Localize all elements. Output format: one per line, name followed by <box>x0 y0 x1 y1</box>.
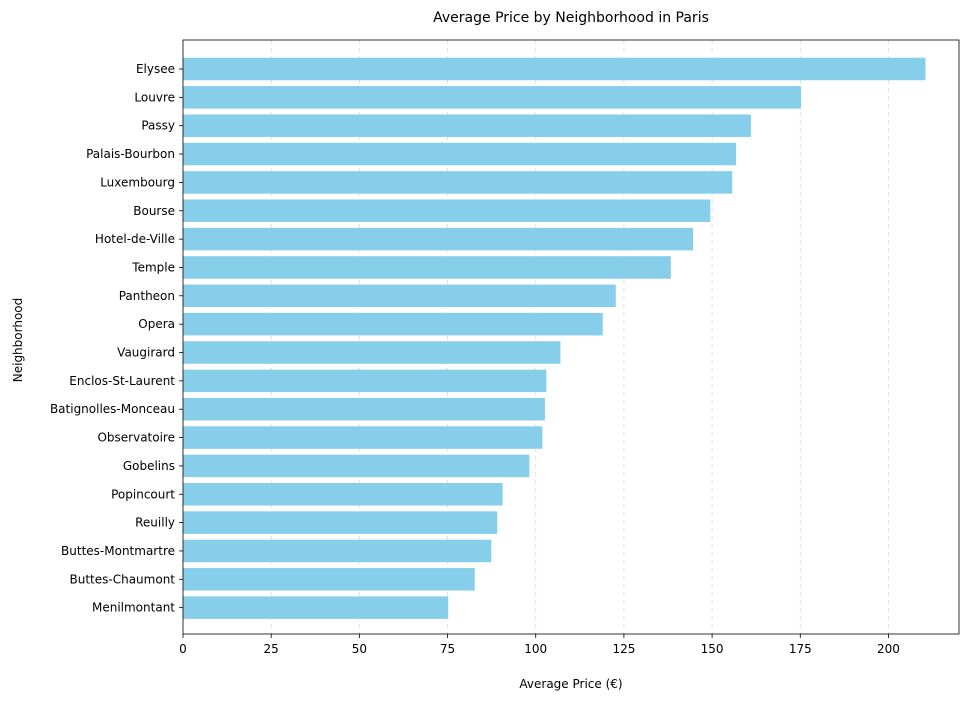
y-tick-label: Luxembourg <box>100 175 175 189</box>
x-axis-title: Average Price (€) <box>519 677 622 691</box>
y-tick-label: Pantheon <box>119 289 175 303</box>
grid-lines <box>270 40 889 634</box>
x-tick-label: 50 <box>352 642 367 656</box>
x-tick-label: 175 <box>789 642 812 656</box>
y-tick-label: Elysee <box>136 62 175 76</box>
bar <box>183 256 671 279</box>
x-tick-label: 125 <box>612 642 635 656</box>
plot-frame <box>182 39 960 635</box>
bar <box>183 539 492 563</box>
bar <box>183 454 530 478</box>
bar <box>183 426 543 449</box>
bar <box>183 397 545 421</box>
chart-title: Average Price by Neighborhood in Paris <box>433 10 709 26</box>
y-tick-label: Bourse <box>133 204 175 218</box>
y-tick-label: Buttes-Chaumont <box>70 572 176 586</box>
bar <box>183 568 475 591</box>
bar <box>183 57 926 81</box>
bar <box>183 369 547 393</box>
x-tick-label: 0 <box>179 642 187 656</box>
bar <box>183 142 737 166</box>
x-tick-label: 100 <box>524 642 547 656</box>
bars <box>183 57 926 619</box>
bar <box>183 284 616 308</box>
y-tick-label: Vaugirard <box>117 346 175 360</box>
bar <box>183 227 694 251</box>
bar <box>183 511 498 534</box>
y-tick-label: Popincourt <box>111 487 175 501</box>
bar <box>183 596 449 619</box>
bar <box>183 199 711 222</box>
y-tick-label: Enclos-St-Laurent <box>69 374 175 388</box>
y-tick-label: Gobelins <box>123 459 175 473</box>
y-tick-label: Buttes-Montmartre <box>61 544 175 558</box>
bar <box>183 171 733 194</box>
y-tick-label: Menilmontant <box>92 601 175 615</box>
x-tick-label: 75 <box>440 642 455 656</box>
x-tick-label: 25 <box>264 642 279 656</box>
y-tick-label: Observatoire <box>97 431 175 445</box>
y-tick-label: Hotel-de-Ville <box>95 232 175 246</box>
y-axis-title: Neighborhood <box>11 298 25 383</box>
bar <box>183 483 503 506</box>
y-tick-label: Passy <box>141 119 175 133</box>
bar <box>183 114 751 137</box>
y-tick-label: Temple <box>131 260 175 274</box>
y-tick-label: Batignolles-Monceau <box>50 402 175 416</box>
y-tick-label: Opera <box>138 317 175 331</box>
bar <box>183 86 801 109</box>
bar <box>183 312 603 336</box>
y-tick-label: Louvre <box>134 90 175 104</box>
y-tick-label: Palais-Bourbon <box>86 147 175 161</box>
x-tick-label: 150 <box>701 642 724 656</box>
x-tick-label: 200 <box>877 642 900 656</box>
y-tick-label: Reuilly <box>135 516 175 530</box>
bar <box>183 341 561 364</box>
axes: 0 25 50 75 100 125 150 175 200 Elysee Louvre Passy P… <box>50 39 960 656</box>
